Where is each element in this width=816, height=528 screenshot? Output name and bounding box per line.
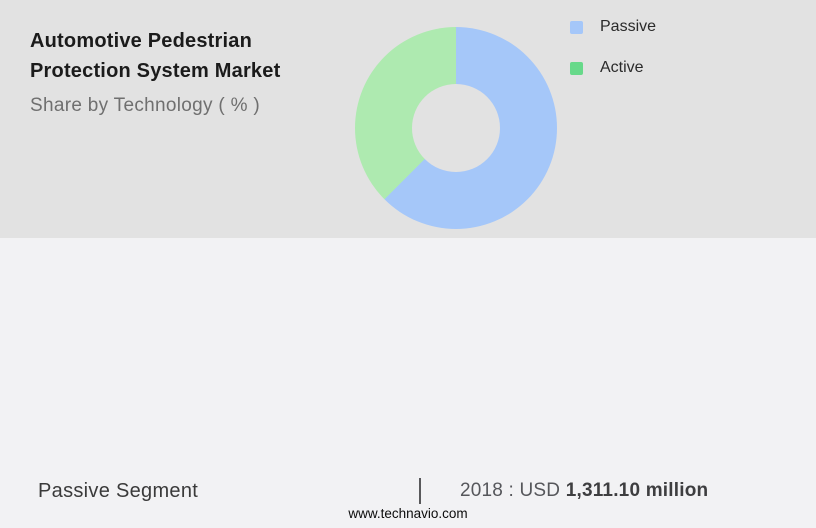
passive-swatch-icon <box>570 20 583 34</box>
footer-divider <box>419 478 421 504</box>
market-value-line: 2018 : USD 1,311.10 million <box>460 480 708 502</box>
legend-label-passive: Passive <box>600 18 657 35</box>
active-swatch-icon <box>570 61 583 75</box>
page-title: Automotive Pedestrian Protection System … <box>30 30 281 82</box>
chart-legend: Passive Active <box>570 14 656 96</box>
title-block: Automotive Pedestrian Protection System … <box>30 26 315 117</box>
donut-hole <box>412 84 500 172</box>
donut-chart <box>355 27 557 229</box>
bar-panel: 2018201920202021202220232024202520262027… <box>0 238 816 528</box>
page-subtitle: Share by Technology ( % ) <box>30 95 260 116</box>
legend-label-active: Active <box>600 59 644 76</box>
legend-item-passive: Passive <box>570 14 656 40</box>
market-value-bold: 1,311.10 million <box>565 480 709 501</box>
donut-panel: Automotive Pedestrian Protection System … <box>0 0 816 238</box>
legend-item-active: Active <box>570 55 656 81</box>
market-value-prefix: 2018 : USD <box>460 480 566 501</box>
website-url: www.technavio.com <box>348 506 468 521</box>
segment-label: Passive Segment <box>38 480 199 502</box>
